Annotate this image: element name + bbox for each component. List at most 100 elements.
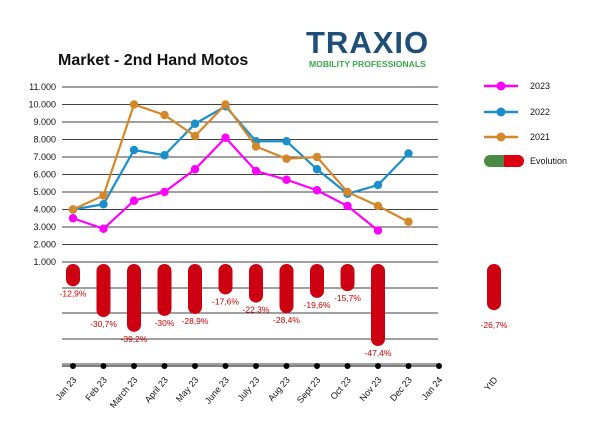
x-tick-label-ytd: YtD bbox=[482, 374, 500, 392]
y-tick-label: 5.000 bbox=[33, 187, 56, 197]
evolution-bar bbox=[371, 264, 385, 347]
legend-label-evolution: Evolution bbox=[530, 156, 567, 166]
data-point-2022 bbox=[373, 180, 383, 190]
data-point-2022 bbox=[190, 119, 200, 128]
legend-marker-2022 bbox=[496, 107, 506, 117]
legend-label-2023: 2023 bbox=[530, 81, 550, 91]
data-point-2021 bbox=[221, 100, 230, 109]
y-tick-label: 1.000 bbox=[33, 257, 56, 267]
x-axis-dot bbox=[192, 363, 198, 369]
data-point-2021 bbox=[68, 205, 78, 214]
data-point-2021 bbox=[373, 201, 383, 211]
data-point-2022 bbox=[129, 145, 139, 155]
chart-title: Market - 2nd Hand Motos bbox=[58, 52, 249, 69]
y-tick-label: 8.000 bbox=[33, 135, 56, 145]
x-axis-dot bbox=[70, 363, 76, 369]
x-axis-dot bbox=[161, 363, 168, 369]
evolution-label: -12,9% bbox=[60, 288, 87, 298]
ytd-bar bbox=[487, 264, 501, 311]
x-axis-dot bbox=[222, 363, 229, 369]
legend: 2023 2022 2021 Evolution bbox=[484, 81, 567, 167]
data-point-2021 bbox=[343, 187, 352, 197]
x-tick-label: Jan 24 bbox=[419, 375, 444, 402]
evolution-bar bbox=[188, 264, 202, 314]
x-axis-dot bbox=[344, 363, 351, 369]
y-tick-label: 10.000 bbox=[28, 100, 56, 110]
x-axis-dot bbox=[436, 363, 442, 369]
evolution-bar bbox=[96, 264, 111, 318]
evolution-bar bbox=[249, 264, 263, 303]
x-tick-label: June 23 bbox=[203, 375, 231, 406]
legend-evolution-red-fill bbox=[504, 155, 512, 167]
y-tick-label: 9.000 bbox=[33, 117, 56, 127]
evolution-bar bbox=[310, 264, 324, 298]
evolution-bar bbox=[218, 264, 233, 295]
data-point-2021 bbox=[312, 152, 322, 162]
x-tick-label: March 23 bbox=[108, 375, 140, 410]
x-tick-label: Nov 23 bbox=[358, 375, 384, 403]
data-point-2023 bbox=[312, 186, 322, 195]
data-point-2023 bbox=[99, 224, 108, 233]
data-point-2023 bbox=[190, 165, 200, 174]
evolution-label: -28,4% bbox=[273, 315, 300, 325]
data-point-2023 bbox=[129, 196, 139, 205]
logo-tagline: MOBILITY PROFESSIONALS bbox=[309, 59, 426, 69]
evolution-bar bbox=[340, 264, 355, 292]
data-point-2021 bbox=[160, 110, 169, 120]
data-point-2023 bbox=[251, 166, 261, 176]
series-line-2021 bbox=[72, 102, 410, 223]
legend-label-2022: 2022 bbox=[530, 107, 550, 117]
x-tick-label: July 23 bbox=[236, 375, 262, 403]
evolution-label: -28,9% bbox=[182, 316, 209, 326]
logo-wordmark: TRAXIO bbox=[306, 25, 430, 60]
evolution-label: -30,7% bbox=[90, 319, 117, 329]
data-point-2023 bbox=[221, 133, 230, 142]
y-tick-label: 6.000 bbox=[33, 170, 56, 180]
traxio-logo: TRAXIO MOBILITY PROFESSIONALS bbox=[306, 26, 442, 72]
data-point-2022 bbox=[99, 200, 108, 209]
x-tick-label: Dec 23 bbox=[388, 375, 414, 403]
data-point-2021 bbox=[282, 154, 291, 163]
data-point-2021 bbox=[404, 217, 413, 226]
data-point-2022 bbox=[404, 149, 413, 158]
x-tick-label: Sept 23 bbox=[295, 375, 323, 405]
data-point-2023 bbox=[282, 175, 291, 184]
x-tick-label: May 23 bbox=[174, 375, 201, 404]
x-axis-dot bbox=[314, 363, 320, 369]
evolution-bar bbox=[279, 264, 294, 314]
y-axis-ticks: 1.000 2.000 3.000 4.000 5.000 6.000 7.000 8.000… bbox=[28, 82, 56, 267]
data-point-2022 bbox=[160, 151, 169, 160]
x-tick-label: Aug 23 bbox=[266, 375, 292, 403]
evolution-label: -47,4% bbox=[365, 348, 392, 358]
data-point-2023 bbox=[160, 187, 169, 197]
x-tick-label: Feb 23 bbox=[83, 375, 109, 403]
data-point-2022 bbox=[282, 137, 291, 146]
y-tick-label: 7.000 bbox=[33, 152, 56, 162]
data-point-2023 bbox=[343, 201, 352, 211]
data-point-2023 bbox=[68, 214, 78, 223]
evolution-label: -39,2% bbox=[121, 334, 148, 344]
y-tick-label: 3.000 bbox=[33, 222, 56, 232]
data-point-2021 bbox=[190, 131, 200, 141]
x-axis-dot bbox=[253, 363, 259, 369]
evolution-bar bbox=[66, 264, 80, 287]
y-tick-label: 2.000 bbox=[33, 240, 56, 250]
data-point-2023 bbox=[373, 226, 383, 235]
x-axis-dot bbox=[375, 363, 381, 369]
evolution-bars: -12,9% -30,7% -39,2% -30% -28,9%-17,6% -22,3%… bbox=[60, 264, 508, 358]
data-point-2021 bbox=[251, 142, 261, 151]
y-tick-label: 11.000 bbox=[29, 82, 56, 92]
evolution-bar bbox=[127, 264, 141, 332]
data-point-2022 bbox=[312, 165, 322, 174]
x-tick-label: April 23 bbox=[143, 375, 170, 405]
y-tick-label: 4.000 bbox=[33, 205, 56, 215]
evolution-label: -30% bbox=[155, 318, 175, 328]
evolution-label: -15,7% bbox=[334, 293, 361, 303]
ytd-label: -26,7% bbox=[481, 320, 508, 330]
series-lines bbox=[68, 100, 413, 235]
legend-marker-2021 bbox=[496, 132, 506, 142]
x-axis-dot bbox=[131, 363, 137, 369]
x-tick-label: Oct 23 bbox=[328, 375, 353, 402]
